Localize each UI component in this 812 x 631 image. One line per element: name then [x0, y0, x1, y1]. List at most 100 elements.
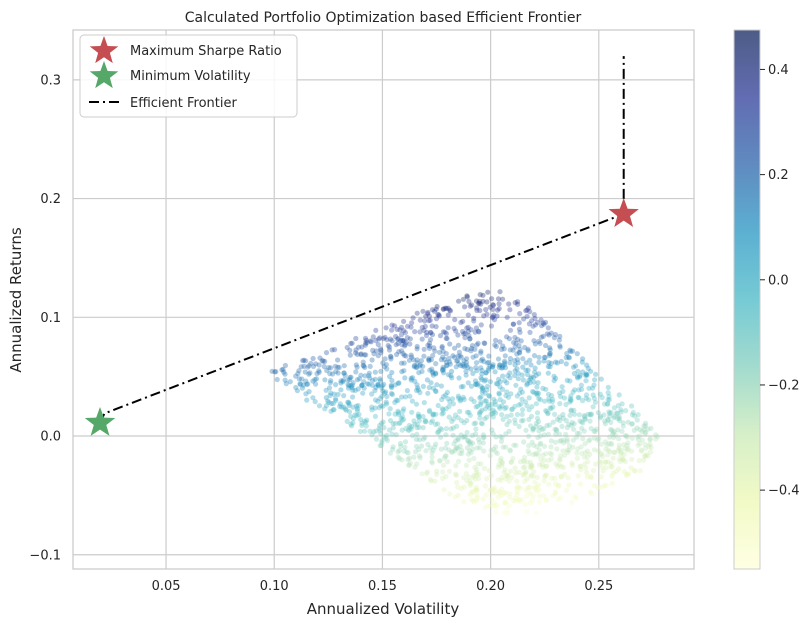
portfolio-point	[525, 371, 531, 378]
portfolio-point	[545, 370, 551, 376]
portfolio-point	[486, 392, 492, 399]
portfolio-point	[332, 396, 339, 402]
portfolio-point	[594, 484, 601, 491]
portfolio-point	[513, 340, 519, 346]
portfolio-point	[440, 366, 446, 372]
portfolio-point	[552, 426, 558, 432]
portfolio-point	[526, 321, 533, 327]
portfolio-point	[391, 323, 398, 329]
portfolio-point	[435, 421, 441, 427]
portfolio-point	[282, 362, 288, 369]
portfolio-point	[412, 449, 419, 455]
portfolio-point	[350, 420, 356, 426]
portfolio-point	[642, 423, 649, 429]
portfolio-point	[635, 412, 641, 418]
portfolio-point	[489, 315, 495, 321]
portfolio-point	[427, 343, 433, 349]
portfolio-point	[443, 335, 449, 341]
portfolio-point	[507, 448, 513, 454]
portfolio-point	[383, 401, 390, 407]
portfolio-point	[625, 419, 631, 425]
portfolio-point	[474, 492, 480, 498]
portfolio-point	[380, 360, 386, 366]
portfolio-point	[410, 375, 416, 381]
portfolio-point	[546, 422, 553, 428]
portfolio-point	[469, 343, 475, 349]
portfolio-point	[408, 324, 414, 330]
portfolio-point	[392, 382, 398, 388]
portfolio-point	[377, 422, 383, 429]
portfolio-point	[466, 474, 472, 480]
portfolio-point	[438, 383, 444, 389]
portfolio-point	[609, 427, 615, 433]
portfolio-point	[399, 413, 405, 419]
portfolio-point	[473, 360, 480, 366]
portfolio-point	[540, 385, 546, 391]
portfolio-point	[407, 460, 413, 466]
portfolio-point	[520, 472, 526, 478]
portfolio-point	[401, 406, 407, 412]
portfolio-point	[480, 298, 486, 304]
portfolio-point	[609, 480, 615, 486]
portfolio-point	[489, 496, 495, 503]
portfolio-point	[319, 358, 325, 364]
portfolio-point	[361, 352, 367, 358]
portfolio-point	[378, 350, 384, 356]
portfolio-point	[480, 385, 486, 391]
portfolio-point	[454, 423, 460, 429]
portfolio-point	[525, 346, 531, 352]
portfolio-point	[641, 427, 647, 433]
portfolio-point	[423, 313, 429, 319]
portfolio-point	[317, 355, 323, 361]
portfolio-point	[475, 461, 481, 467]
portfolio-point	[504, 507, 510, 513]
portfolio-point	[541, 443, 548, 449]
portfolio-point	[534, 319, 541, 326]
portfolio-point	[518, 386, 524, 392]
portfolio-point	[512, 372, 518, 379]
portfolio-point	[536, 447, 542, 453]
portfolio-point	[533, 420, 540, 426]
portfolio-point	[396, 349, 402, 355]
portfolio-point	[426, 313, 432, 319]
portfolio-point	[579, 425, 585, 431]
portfolio-point	[426, 318, 432, 324]
portfolio-point	[612, 432, 618, 438]
tick-labels: 0.05 0.10 0.15 0.20 0.25−0.10.00.10.20.3	[29, 73, 613, 594]
portfolio-point	[544, 408, 550, 415]
portfolio-point	[421, 327, 427, 333]
portfolio-point	[313, 361, 319, 367]
portfolio-point	[379, 383, 385, 389]
portfolio-point	[483, 377, 489, 383]
portfolio-point	[436, 312, 442, 318]
portfolio-point	[621, 451, 627, 457]
portfolio-point	[446, 355, 452, 361]
portfolio-point	[327, 380, 333, 386]
portfolio-point	[574, 374, 581, 380]
portfolio-point	[456, 349, 462, 355]
portfolio-point	[526, 416, 532, 423]
portfolio-point	[513, 442, 519, 448]
portfolio-point	[474, 307, 480, 313]
portfolio-point	[543, 463, 549, 469]
portfolio-point	[620, 423, 626, 429]
portfolio-point	[565, 449, 571, 455]
portfolio-point	[520, 356, 526, 362]
portfolio-point	[454, 358, 460, 364]
portfolio-point	[492, 399, 498, 405]
portfolio-point	[437, 333, 444, 339]
portfolio-point	[643, 452, 650, 458]
y-tick-label: 0.0	[40, 430, 61, 445]
portfolio-point	[478, 348, 484, 354]
portfolio-point	[367, 428, 373, 434]
portfolio-point	[381, 425, 387, 431]
portfolio-point	[349, 340, 355, 346]
portfolio-point	[509, 406, 515, 413]
portfolio-point	[588, 425, 594, 432]
portfolio-point	[468, 441, 474, 447]
portfolio-point	[296, 368, 302, 374]
portfolio-point	[620, 456, 626, 462]
portfolio-point	[477, 445, 483, 451]
portfolio-point	[598, 441, 605, 447]
portfolio-point	[384, 432, 390, 438]
